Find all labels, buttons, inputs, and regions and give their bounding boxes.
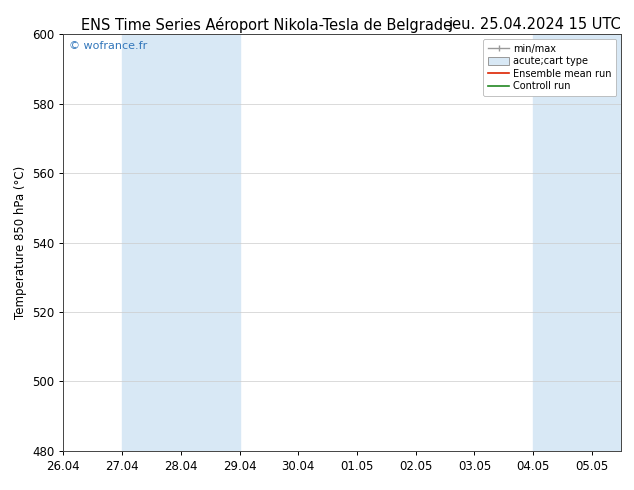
Bar	[122, 34, 240, 451]
Bar	[533, 34, 621, 451]
Text: jeu. 25.04.2024 15 UTC: jeu. 25.04.2024 15 UTC	[449, 17, 621, 32]
Text: © wofrance.fr: © wofrance.fr	[69, 41, 147, 50]
Text: ENS Time Series Aéroport Nikola-Tesla de Belgrade: ENS Time Series Aéroport Nikola-Tesla de…	[81, 17, 452, 33]
Y-axis label: Temperature 850 hPa (°C): Temperature 850 hPa (°C)	[13, 166, 27, 319]
Legend: min/max, acute;cart type, Ensemble mean run, Controll run: min/max, acute;cart type, Ensemble mean …	[483, 39, 616, 96]
